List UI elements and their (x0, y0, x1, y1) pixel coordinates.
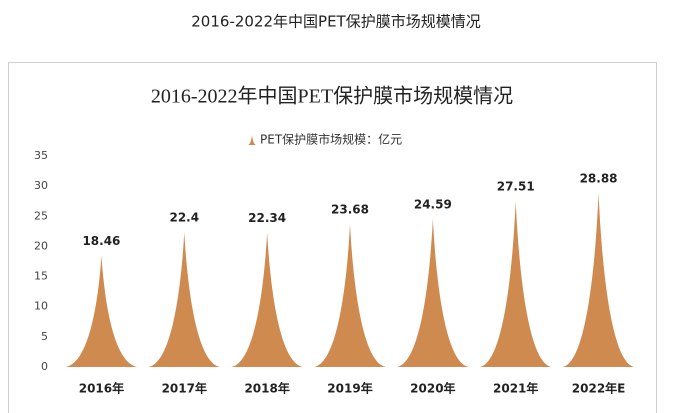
data-label: 22.4 (169, 210, 199, 224)
x-tick-label: 2017年 (162, 381, 207, 396)
spike-bar (148, 231, 221, 367)
spike-bar (314, 224, 386, 367)
y-tick-label: 30 (34, 179, 48, 192)
x-tick-label: 2021年 (493, 381, 538, 396)
spike-bar (396, 218, 469, 367)
y-tick-label: 20 (34, 239, 48, 252)
spike-bar (231, 232, 304, 367)
spike-bar (65, 255, 138, 367)
y-tick-label: 0 (41, 360, 48, 373)
data-label: 23.68 (331, 203, 369, 217)
x-tick-label: 2016年 (79, 381, 124, 396)
x-tick-label: 2022年E (572, 381, 626, 396)
data-label: 28.88 (580, 171, 618, 185)
data-label: 22.34 (248, 211, 286, 225)
chart-title: 2016-2022年中国PET保护膜市场规模情况 (151, 85, 513, 108)
y-tick-label: 25 (34, 209, 48, 222)
page-title: 2016-2022年中国PET保护膜市场规模情况 (191, 13, 480, 31)
legend-label: PET保护膜市场规模：亿元 (260, 132, 402, 147)
spike-bar (562, 192, 635, 367)
x-tick-label: 2019年 (327, 381, 372, 396)
data-label: 27.51 (497, 180, 535, 194)
spike-bar (479, 201, 552, 367)
legend-swatch (248, 135, 256, 145)
x-tick-label: 2018年 (244, 381, 289, 396)
y-tick-label: 10 (34, 300, 48, 313)
y-tick-label: 35 (34, 149, 48, 162)
data-label: 24.59 (414, 197, 452, 211)
x-tick-label: 2020年 (410, 381, 455, 396)
y-tick-label: 15 (34, 270, 48, 283)
data-label: 18.46 (82, 234, 120, 248)
y-tick-label: 5 (41, 330, 48, 343)
